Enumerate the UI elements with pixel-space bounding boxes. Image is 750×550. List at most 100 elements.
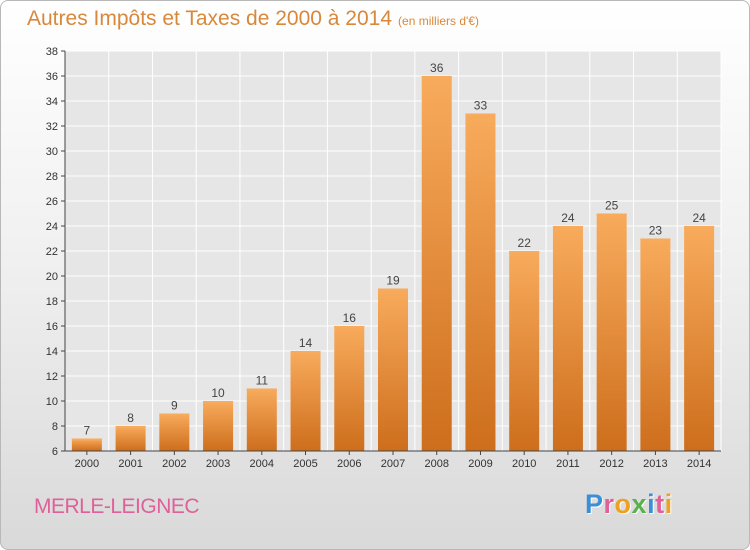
axes: 6 8 10 12 14 16 18 20 22 24 26 28 30 32 34 36 38 2000 2001…: [46, 46, 721, 470]
bar-cap: [684, 226, 715, 228]
y-tick-label: 28: [46, 171, 58, 183]
y-tick-label: 20: [46, 271, 58, 283]
bar-cap: [509, 251, 540, 253]
bar: [596, 213, 627, 451]
bar: [115, 426, 146, 451]
y-tick-label: 34: [46, 96, 58, 108]
x-tick-label: 2008: [424, 458, 448, 470]
bar-cap: [596, 213, 627, 216]
data-label: 25: [605, 199, 619, 213]
bar-cap: [552, 226, 583, 228]
bar-group: [203, 401, 234, 451]
logo-letter: i: [664, 489, 673, 519]
y-tick-label: 24: [46, 221, 58, 233]
y-tick-label: 16: [46, 321, 58, 333]
title-text: Autres Impôts et Taxes de 2000 à 2014: [27, 7, 393, 30]
data-label: 9: [171, 399, 178, 413]
data-label: 24: [692, 211, 706, 225]
bar: [334, 326, 365, 451]
proxiti-logo: Proxiti: [585, 489, 673, 520]
data-labels: 7 8 9 10 11 14 16 19 36 33 22 24 25 23 24: [84, 61, 707, 438]
bar-cap: [290, 351, 321, 353]
bar-cap: [465, 113, 496, 116]
data-label: 24: [561, 211, 575, 225]
x-tick-label: 2009: [468, 458, 492, 470]
bar: [203, 401, 234, 451]
bar-group: [378, 288, 408, 451]
y-tick-label: 12: [46, 371, 58, 383]
bar: [290, 351, 321, 451]
bar-group: [640, 238, 671, 451]
y-tick-label: 38: [46, 46, 58, 58]
bar-cap: [71, 438, 102, 441]
bar-group: [465, 113, 496, 451]
x-tick-label: 2007: [381, 458, 405, 470]
x-tick-label: 2004: [250, 458, 274, 470]
data-label: 33: [474, 99, 488, 113]
bar: [246, 388, 277, 451]
bar: [421, 76, 452, 451]
data-label: 14: [299, 336, 313, 350]
bar: [465, 113, 496, 451]
y-tick-label: 36: [46, 71, 58, 83]
data-label: 7: [84, 424, 91, 438]
x-tick-label: 2010: [512, 458, 536, 470]
data-label: 10: [211, 386, 225, 400]
x-tick-label: 2005: [293, 458, 317, 470]
bar-group: [509, 251, 540, 451]
bar-cap: [246, 388, 277, 391]
bar-cap: [640, 238, 671, 241]
y-tick-label: 32: [46, 121, 58, 133]
logo-letter: x: [631, 489, 648, 519]
x-tick-label: 2013: [643, 458, 667, 470]
bar-group: [159, 413, 190, 451]
unit-subtitle: (en milliers d'€): [398, 14, 480, 28]
bar-cap: [159, 413, 190, 416]
bar: [509, 251, 540, 451]
y-tick-label: 6: [52, 446, 58, 458]
bar-group: [596, 213, 627, 451]
bar: [552, 226, 583, 451]
logo-letter: P: [585, 489, 604, 519]
logo-letter: t: [655, 489, 665, 519]
bar-cap: [421, 76, 452, 78]
data-label: 16: [343, 311, 357, 325]
bar: [71, 438, 102, 451]
bar-group: [115, 426, 146, 451]
bar-group: [684, 226, 715, 451]
town-name: MERLE-LEIGNEC: [34, 495, 200, 518]
data-label: 22: [518, 236, 532, 250]
logo-letter: r: [603, 489, 615, 519]
data-label: 11: [256, 374, 269, 388]
y-tick-label: 18: [46, 296, 58, 308]
bar-cap: [334, 326, 365, 328]
bar-group: [552, 226, 583, 451]
bar: [378, 288, 408, 451]
bar-group: [421, 76, 452, 451]
data-label: 23: [649, 224, 663, 238]
logo-letter: o: [614, 489, 632, 519]
y-tick-label: 14: [46, 346, 58, 358]
chart-title: Autres Impôts et Taxes de 2000 à 2014 (en…: [27, 7, 479, 31]
x-tick-label: 2012: [599, 458, 623, 470]
y-tick-label: 26: [46, 196, 58, 208]
x-tick-label: 2003: [206, 458, 230, 470]
bar-cap: [378, 288, 408, 291]
bar-group: [290, 351, 321, 451]
y-tick-label: 22: [46, 246, 58, 258]
y-tick-label: 8: [52, 421, 58, 433]
bar-group: [71, 438, 102, 451]
bar: [684, 226, 715, 451]
x-tick-label: 2000: [75, 458, 99, 470]
bar: [640, 238, 671, 451]
bar: [159, 413, 190, 451]
data-label: 19: [386, 274, 400, 288]
bar-cap: [203, 401, 234, 403]
y-tick-label: 30: [46, 146, 58, 158]
x-tick-label: 2014: [687, 458, 711, 470]
bar-group: [334, 326, 365, 451]
x-tick-label: 2006: [337, 458, 361, 470]
x-tick-label: 2001: [118, 458, 142, 470]
bars: [71, 76, 715, 451]
